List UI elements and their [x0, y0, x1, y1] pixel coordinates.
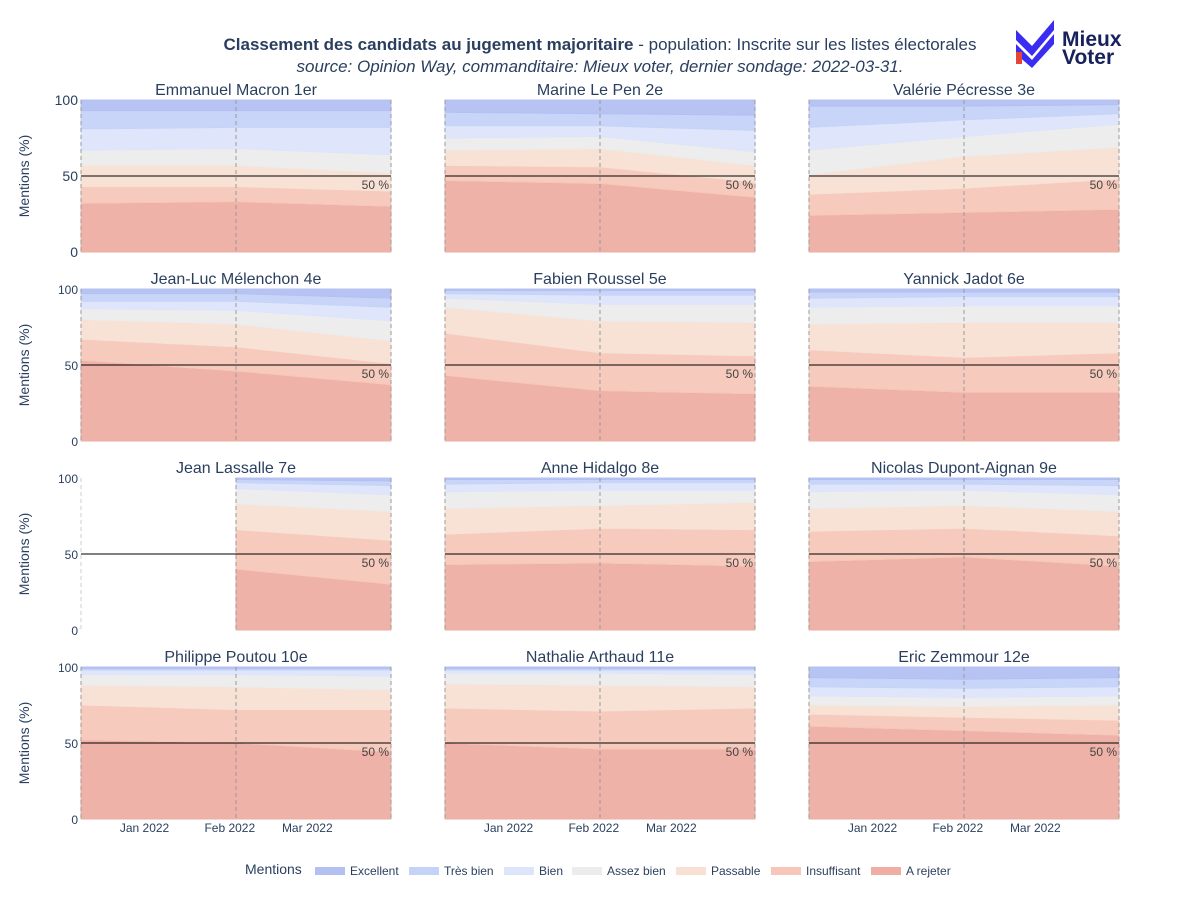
x-tick-label: Jan 2022: [484, 821, 534, 835]
panels-grid: 50 % Emmanuel Macron 1er 0 50 100 Mentions (%…: [16, 82, 1120, 835]
panel-fabien-roussel-5e: 50 % Fabien Roussel 5e: [444, 271, 756, 442]
legend-swatch: [409, 867, 439, 875]
legend-label: Bien: [539, 864, 563, 878]
panel-title: Philippe Poutou 10e: [164, 649, 307, 666]
panel-yannick-jadot-6e: 50 % Yannick Jadot 6e: [808, 271, 1120, 442]
legend-swatch: [871, 867, 901, 875]
chart-subtitle: source: Opinion Way, commanditaire: Mieu…: [297, 57, 904, 76]
chart-title-rest: - population: Inscrite sur les listes él…: [634, 35, 977, 54]
y-tick-label: 0: [70, 244, 78, 260]
panel-jean-lassalle-7e: 50 % Jean Lassalle 7e 0 50 100 Mentions (%): [16, 460, 392, 638]
legend-label: Insuffisant: [806, 864, 861, 878]
x-tick-label: Mar 2022: [646, 821, 697, 835]
panel-title: Nicolas Dupont-Aignan 9e: [871, 460, 1057, 477]
x-tick-label: Jan 2022: [848, 821, 898, 835]
legend-label: Assez bien: [607, 864, 666, 878]
y-tick-label: 100: [58, 283, 78, 297]
y-axis-label: Mentions (%): [16, 324, 32, 406]
legend-title: Mentions: [245, 861, 302, 877]
reference-line-label: 50 %: [726, 367, 754, 381]
reference-line-label: 50 %: [726, 745, 754, 759]
area-insuffisant: [444, 527, 756, 567]
logo-check-icon: [1016, 20, 1054, 56]
panel-philippe-poutou-10e: 50 % Philippe Poutou 10e 0 50 100 Mentions (%…: [16, 649, 392, 835]
y-tick-label: 100: [58, 472, 78, 486]
x-tick-label: Feb 2022: [932, 821, 983, 835]
reference-line-label: 50 %: [362, 367, 390, 381]
logo-line-2: Voter: [1062, 46, 1114, 69]
legend-swatch: [771, 867, 801, 875]
y-axis-label: Mentions (%): [16, 513, 32, 595]
y-tick-label: 50: [65, 359, 79, 373]
reference-line-label: 50 %: [362, 556, 390, 570]
legend-item-insuffisant[interactable]: Insuffisant: [771, 864, 861, 878]
chart-title: Classement des candidats au jugement maj…: [223, 35, 976, 54]
legend-swatch: [315, 867, 345, 875]
panel-title: Yannick Jadot 6e: [903, 271, 1025, 288]
panel-title: Eric Zemmour 12e: [898, 649, 1030, 666]
reference-line-label: 50 %: [1090, 367, 1118, 381]
panel-marine-le-pen-2e: 50 % Marine Le Pen 2e: [444, 82, 756, 253]
legend-label: A rejeter: [906, 864, 951, 878]
panel-title: Jean-Luc Mélenchon 4e: [151, 271, 322, 288]
legend-item-passable[interactable]: Passable: [676, 864, 761, 878]
y-tick-label: 50: [62, 168, 78, 184]
legend-swatch: [572, 867, 602, 875]
panel-title: Anne Hidalgo 8e: [541, 460, 659, 477]
panel-nathalie-arthaud-11e: 50 % Nathalie Arthaud 11e Jan 2022 Feb 2022…: [444, 649, 756, 835]
reference-line-label: 50 %: [1090, 745, 1118, 759]
panel-emmanuel-macron-1er: 50 % Emmanuel Macron 1er 0 50 100 Mentions (%…: [16, 82, 392, 260]
panel-title: Jean Lassalle 7e: [176, 460, 296, 477]
logo-line-1: Mieux: [1062, 28, 1122, 51]
legend-label: Très bien: [444, 864, 494, 878]
legend-item-bien[interactable]: Bien: [504, 864, 563, 878]
legend-swatch: [504, 867, 534, 875]
legend-item-tres-bien[interactable]: Très bien: [409, 864, 494, 878]
panel-title: Nathalie Arthaud 11e: [526, 649, 674, 666]
panel-anne-hidalgo-8e: 50 % Anne Hidalgo 8e: [444, 460, 756, 631]
y-tick-label: 0: [71, 624, 78, 638]
area-tres-bien: [80, 110, 392, 130]
reference-line-label: 50 %: [1090, 556, 1118, 570]
reference-line-label: 50 %: [726, 556, 754, 570]
panel-title: Emmanuel Macron 1er: [155, 82, 318, 99]
reference-line-label: 50 %: [362, 745, 390, 759]
panel-title: Fabien Roussel 5e: [533, 271, 667, 288]
x-tick-label: Mar 2022: [1010, 821, 1061, 835]
legend-label: Excellent: [350, 864, 399, 878]
legend: Mentions Excellent Très bien Bien Assez bien…: [245, 861, 951, 878]
legend-swatch: [676, 867, 706, 875]
x-tick-label: Jan 2022: [120, 821, 170, 835]
y-tick-label: 0: [71, 435, 78, 449]
panel-title: Valérie Pécresse 3e: [893, 82, 1035, 99]
x-tick-label: Mar 2022: [282, 821, 333, 835]
reference-line-label: 50 %: [726, 178, 754, 192]
panel-valerie-pecresse-3e: 50 % Valérie Pécresse 3e: [808, 82, 1120, 253]
reference-line-label: 50 %: [362, 178, 390, 192]
legend-item-assez-bien[interactable]: Assez bien: [572, 864, 666, 878]
panel-nicolas-dupont-aignan-9e: 50 % Nicolas Dupont-Aignan 9e: [808, 460, 1120, 631]
legend-item-a-rejeter[interactable]: A rejeter: [871, 864, 951, 878]
reference-line-label: 50 %: [1090, 178, 1118, 192]
x-tick-label: Feb 2022: [568, 821, 619, 835]
y-tick-label: 50: [65, 548, 79, 562]
logo-check-icon-2: [1016, 34, 1054, 68]
legend-item-excellent[interactable]: Excellent: [315, 864, 399, 878]
panel-title: Marine Le Pen 2e: [537, 82, 663, 99]
chart-title-bold: Classement des candidats au jugement maj…: [223, 35, 633, 54]
x-tick-label: Feb 2022: [204, 821, 255, 835]
legend-label: Passable: [711, 864, 761, 878]
mieux-voter-logo: Mieux Voter: [1016, 20, 1122, 69]
panel-jean-luc-melenchon-4e: 50 % Jean-Luc Mélenchon 4e 0 50 100 Mentions …: [16, 271, 392, 449]
y-tick-label: 0: [71, 813, 78, 827]
y-axis-label: Mentions (%): [16, 702, 32, 784]
panel-eric-zemmour-12e: 50 % Eric Zemmour 12e Jan 2022 Feb 2022 Mar …: [808, 649, 1120, 835]
y-tick-label: 50: [65, 737, 79, 751]
logo-accent-bar: [1016, 52, 1022, 64]
y-axis-label: Mentions (%): [16, 135, 32, 217]
area-assez-bien: [808, 305, 1120, 325]
y-tick-label: 100: [55, 92, 79, 108]
y-tick-label: 100: [58, 661, 78, 675]
